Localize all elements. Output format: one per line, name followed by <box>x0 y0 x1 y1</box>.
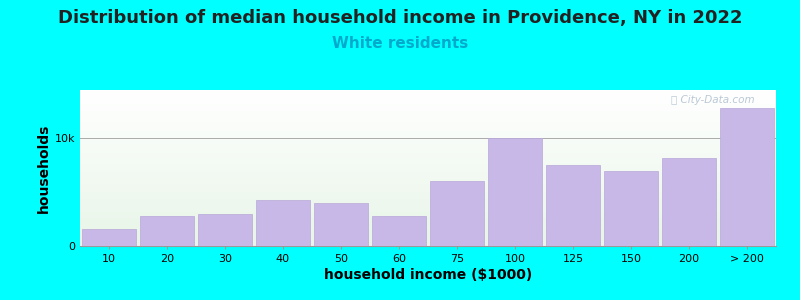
Bar <box>546 165 600 246</box>
Text: Distribution of median household income in Providence, NY in 2022: Distribution of median household income … <box>58 9 742 27</box>
Bar <box>140 216 194 246</box>
Bar <box>488 138 542 246</box>
Text: White residents: White residents <box>332 36 468 51</box>
Bar <box>256 200 310 246</box>
Y-axis label: households: households <box>37 123 50 213</box>
Text: ⓘ City-Data.com: ⓘ City-Data.com <box>671 95 755 105</box>
Bar <box>662 158 716 246</box>
Bar <box>372 216 426 246</box>
Bar <box>720 108 774 246</box>
Bar <box>314 203 368 246</box>
X-axis label: household income ($1000): household income ($1000) <box>324 268 532 282</box>
Bar <box>198 214 252 246</box>
Bar <box>430 182 484 246</box>
Bar <box>604 171 658 246</box>
Bar <box>82 229 136 246</box>
